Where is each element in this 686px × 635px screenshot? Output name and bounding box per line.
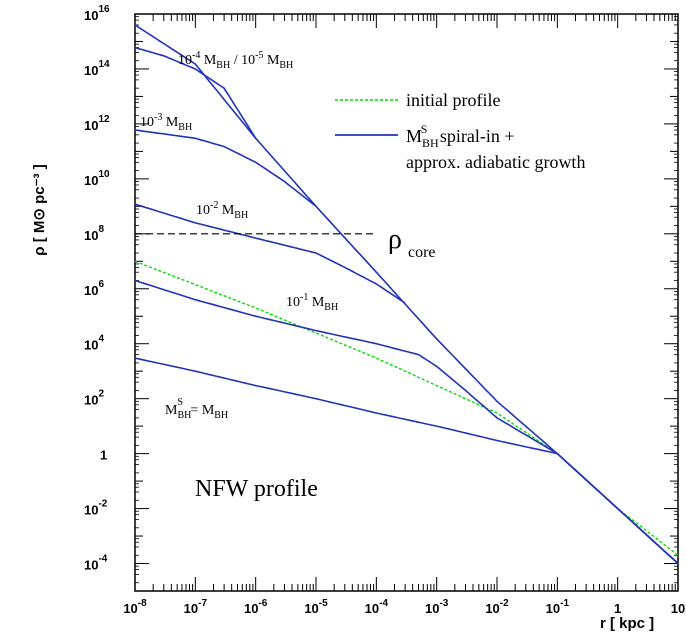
series-line-curve_1e-2 bbox=[134, 203, 406, 304]
annotation-1e-4-1e-5: 10-4 MBH / 10-5 MBH bbox=[178, 50, 293, 71]
x-axis-label: r [ kpc ] bbox=[600, 615, 654, 632]
legend-initial-label: initial profile bbox=[406, 90, 500, 110]
annotation-1e-1: 10-1 MBH bbox=[286, 292, 338, 313]
y-tick-label: 10-2 bbox=[84, 499, 108, 518]
y-tick-label: 1014 bbox=[84, 59, 110, 78]
y-tick-labels: 1016 1014 1012 1010 108 106 104 102 1 10-2 10-4 bbox=[84, 4, 110, 573]
y-tick-label: 1010 bbox=[84, 169, 110, 188]
y-tick-label: 1012 bbox=[84, 114, 110, 133]
x-tick-labels: 10-8 10-7 10-6 10-5 10-4 10-3 10-2 10-1 1 10 bbox=[123, 598, 685, 616]
annotation-1e-2: 10-2 MBH bbox=[196, 200, 248, 221]
y-tick-label: 106 bbox=[84, 279, 104, 298]
minor-ticks bbox=[135, 14, 678, 591]
nfw-profile-label: NFW profile bbox=[195, 476, 318, 502]
y-tick-label: 102 bbox=[84, 389, 104, 408]
x-tick-label: 1 bbox=[614, 601, 621, 616]
y-tick-label: 104 bbox=[84, 334, 104, 353]
annotation-full: MBHS = MBH bbox=[165, 397, 228, 421]
plot-frame bbox=[134, 13, 679, 592]
series-line-curve_1e-1 bbox=[134, 279, 679, 565]
y-tick-label: 1 bbox=[100, 448, 107, 463]
y-tick-label: 1016 bbox=[84, 4, 110, 23]
x-tick-label: 10-7 bbox=[184, 598, 208, 616]
x-tick-label: 10-5 bbox=[304, 598, 328, 616]
legend-spiral-label-line2: approx. adiabatic growth bbox=[406, 152, 585, 172]
x-tick-label: 10-3 bbox=[425, 598, 449, 616]
x-tick-label: 10-4 bbox=[365, 598, 389, 616]
x-tick-label: 10-8 bbox=[123, 598, 147, 616]
series-line-curve_full bbox=[134, 357, 679, 565]
series-line-curve_1e-5 bbox=[134, 46, 257, 139]
major-ticks bbox=[134, 13, 679, 592]
x-tick-label: 10-2 bbox=[485, 598, 509, 616]
annotation-1e-3: 10-3 MBH bbox=[140, 112, 192, 133]
series-line-curve_1e-3 bbox=[134, 129, 317, 207]
x-tick-label: 10-1 bbox=[546, 598, 570, 616]
y-tick-label: 10-4 bbox=[84, 554, 108, 573]
y-axis-label: ρ [ M⊙ pc⁻³ ] bbox=[31, 164, 48, 255]
x-tick-label: 10 bbox=[671, 601, 685, 616]
rho-core-label: ρ core bbox=[388, 224, 436, 261]
legend: initial profile MBHS spiral-in + approx.… bbox=[335, 90, 585, 172]
series-layer bbox=[134, 24, 679, 565]
y-tick-label: 108 bbox=[84, 224, 104, 243]
x-tick-label: 10-6 bbox=[244, 598, 268, 616]
legend-spiral-label: MBHS spiral-in + bbox=[406, 122, 515, 150]
